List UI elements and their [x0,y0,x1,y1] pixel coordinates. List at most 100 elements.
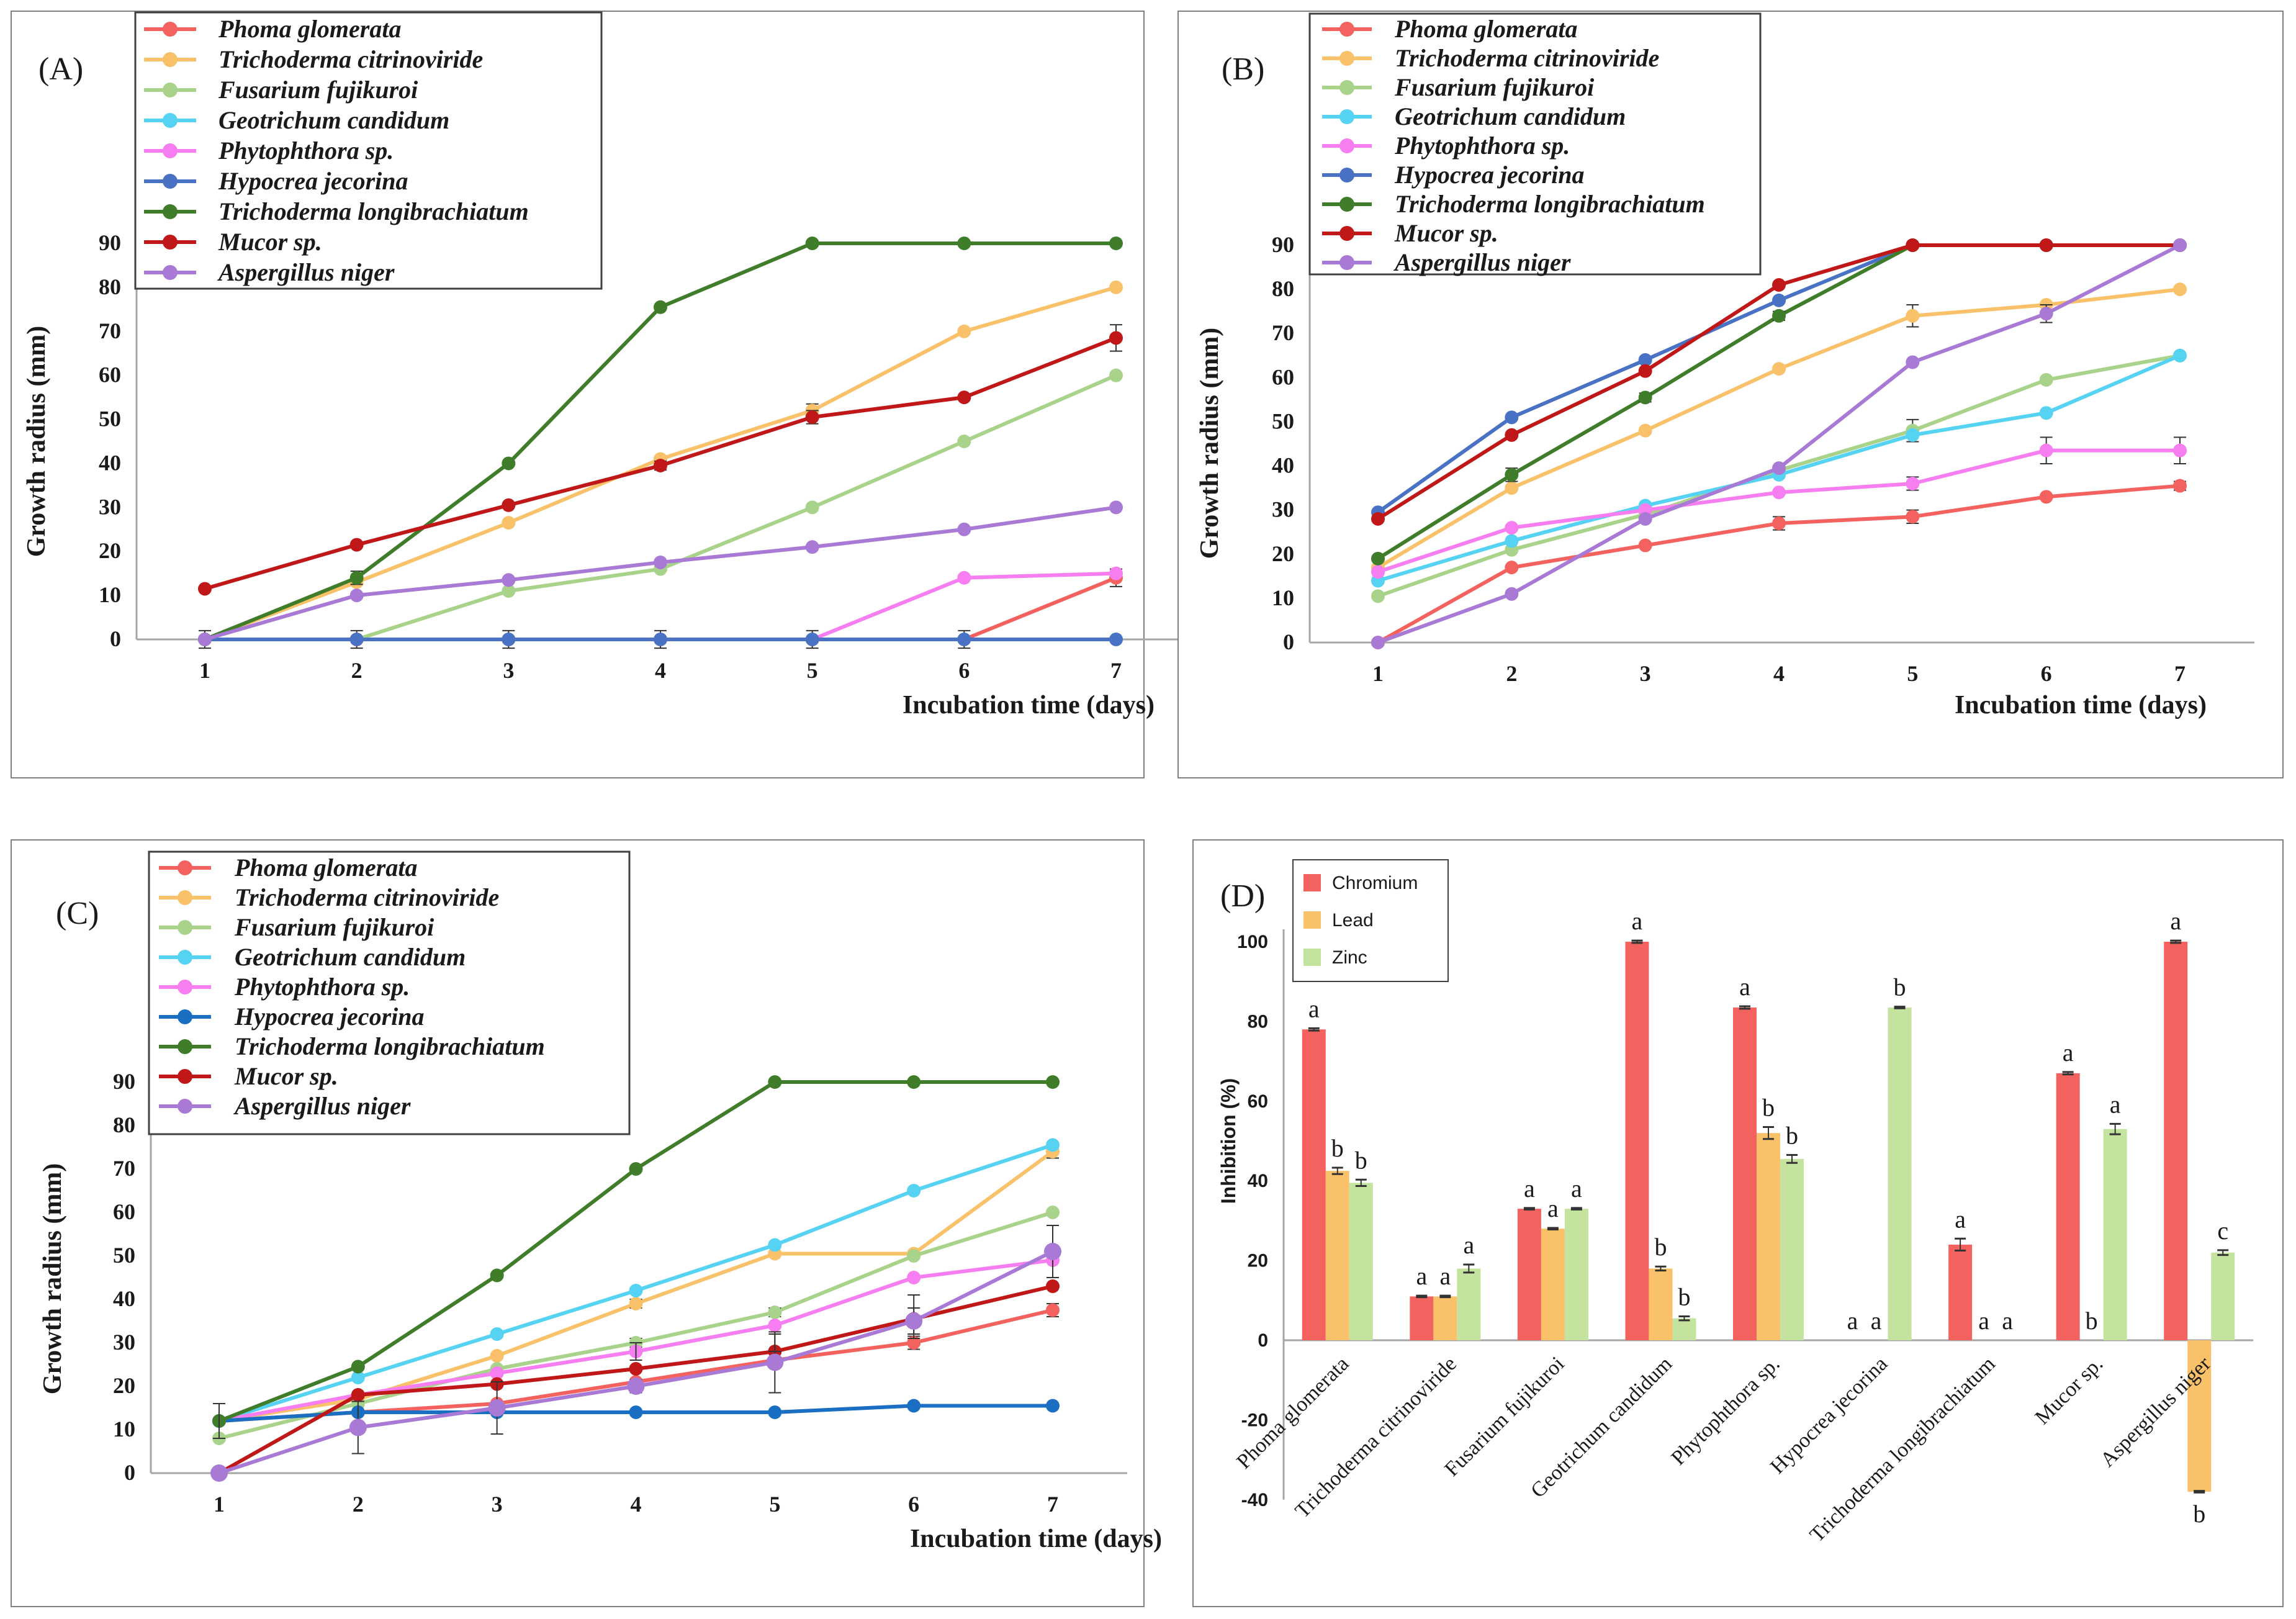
significance-letter: a [1547,1194,1559,1222]
legend: Chromium Lead Zinc [1292,859,1449,982]
bar [1457,1268,1481,1340]
legend-item: Aspergillus niger [1322,248,1571,276]
legend-item: Mucor sp. [159,1062,338,1090]
series-aspergillus-niger [1371,238,2187,649]
x-tick-label: 7 [2174,661,2186,686]
bar [1757,1133,1780,1340]
legend-label: Chromium [1332,873,1418,893]
y-tick-label: 50 [113,1243,135,1268]
data-point [1046,1399,1060,1413]
data-point [1109,633,1123,646]
data-point [198,582,212,596]
legend-label: Phytophthora sp. [218,137,394,165]
x-tick-label: 6 [958,658,970,683]
significance-letter: a [1571,1175,1582,1202]
significance-letter: b [1678,1283,1690,1310]
series-hypocrea-jecorina [198,629,1123,649]
data-point [654,555,667,569]
legend-swatch [1303,911,1321,929]
legend-swatch-marker [163,83,178,97]
bar [1302,1029,1326,1340]
data-point [768,1075,782,1089]
data-point [1772,516,1786,530]
significance-letter: a [2170,907,2181,935]
legend-item: Phytophthora sp. [144,137,394,165]
data-point [2039,406,2053,420]
data-point [766,1353,784,1371]
significance-letter: a [1416,1262,1427,1290]
y-axis-title: Inhibition (%) [1217,1078,1240,1204]
data-point [488,1399,506,1417]
x-tick-label: 5 [1907,661,1918,686]
legend-swatch-marker [178,980,192,994]
legend-swatch-marker [1339,138,1354,153]
data-point [907,1075,921,1089]
x-axis-title: Incubation time (days) [903,691,1155,719]
y-tick-label: 20 [113,1373,135,1398]
legend-label: Trichoderma citrinoviride [218,45,483,73]
y-tick-label: 40 [1272,453,1294,478]
data-point [768,1306,782,1319]
data-point [1046,1138,1060,1152]
y-tick-label: 40 [113,1286,135,1311]
legend-item: Mucor sp. [1322,219,1498,247]
panel-label: (B) [1222,52,1264,87]
data-point [805,633,819,646]
y-tick-label: 70 [99,318,121,343]
panel-a: 0 10 20 30 40 50 60 70 80 90 1 2 3 4 5 6 7 Incubation tim… [11,11,1191,778]
significance-letter: a [1955,1205,1966,1233]
legend-item: Aspergillus niger [159,1092,411,1120]
legend-swatch-marker [1339,255,1354,270]
legend-label: Trichoderma longibrachiatum [235,1032,545,1060]
legend-label: Fusarium fujikuroi [218,76,418,104]
x-tick-label: 3 [492,1492,503,1517]
data-point [502,456,516,471]
y-tick-label: 60 [99,363,121,387]
bar [1625,942,1649,1340]
legend-label: Hypocrea jecorina [234,1003,425,1030]
data-point [502,498,516,512]
series-aspergillus-niger [198,500,1123,646]
legend-swatch-marker [163,113,178,128]
data-point [2173,282,2187,297]
x-tick-label: 1 [199,658,210,683]
legend-label: Fusarium fujikuroi [1394,73,1594,101]
y-tick-label: 20 [1248,1251,1268,1271]
legend-swatch [1303,874,1321,891]
data-point [490,1327,504,1341]
data-point [349,1418,367,1436]
significance-letter: a [1739,973,1750,1001]
legend-swatch-marker [178,860,192,875]
data-point [1906,355,1920,369]
significance-letter: a [1978,1307,1989,1335]
data-point [349,538,364,552]
legend-label: Aspergillus niger [233,1092,411,1120]
legend-swatch-marker [1339,51,1354,66]
data-point [1044,1243,1061,1260]
legend-swatch-marker [1339,22,1354,37]
data-point [1505,587,1519,601]
data-point [1109,237,1123,250]
data-point [629,1297,643,1310]
data-point [2039,490,2053,504]
legend-label: Phoma glomerata [218,15,401,43]
data-point [490,1366,504,1380]
series-mucor-sp [1371,238,2187,526]
data-point [351,1371,365,1384]
legend-item: Trichoderma longibrachiatum [144,197,529,225]
data-point [1505,410,1519,425]
bar [1649,1268,1673,1340]
data-point [1109,368,1123,382]
data-point [629,1405,643,1419]
data-point [1772,293,1786,307]
data-point [629,1362,643,1376]
x-tick-label: 6 [908,1492,919,1517]
legend-swatch-marker [178,920,192,935]
data-point [502,584,516,598]
panel-label: (D) [1220,878,1265,914]
data-point [2173,443,2187,458]
data-point [2173,479,2187,493]
data-point [210,1464,228,1482]
y-axis-title: Growth radius (mm) [1195,328,1224,559]
